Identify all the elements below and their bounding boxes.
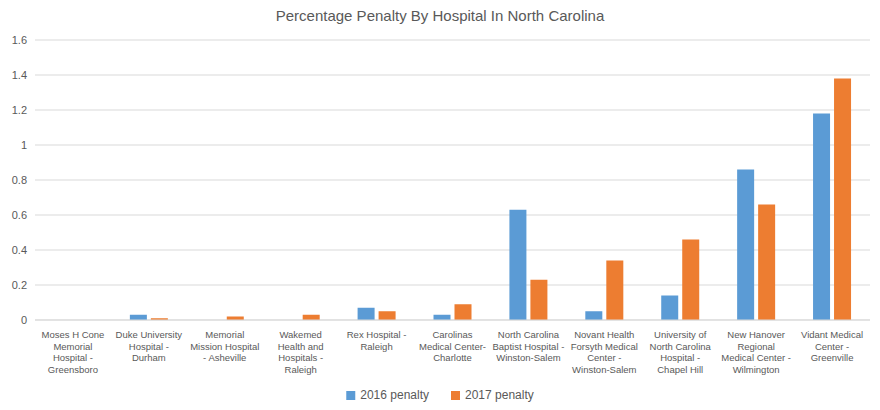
tick-label: 0 — [21, 314, 27, 326]
tick-label: 1.6 — [12, 34, 27, 46]
bar — [758, 205, 775, 321]
tick-label: 0.2 — [12, 279, 27, 291]
bar — [661, 296, 678, 321]
bar — [434, 315, 451, 320]
legend-label: 2017 penalty — [465, 388, 534, 402]
bar — [585, 311, 602, 320]
category-label: Novant HealthForsyth MedicalCenter -Wins… — [571, 329, 638, 375]
bar — [509, 210, 526, 320]
category-label: WakemedHealth andHospitals -Raleigh — [278, 329, 324, 375]
legend: 2016 penalty 2017 penalty — [346, 388, 533, 402]
bar — [737, 170, 754, 321]
legend-swatch — [346, 391, 355, 400]
tick-label: 0.4 — [12, 244, 27, 256]
legend-label: 2016 penalty — [360, 388, 429, 402]
category-label: University ofNorth CarolinaHospital -Cha… — [650, 329, 712, 375]
bar — [834, 79, 851, 321]
tick-label: 1 — [21, 139, 27, 151]
axis-line — [35, 320, 870, 321]
bar — [606, 261, 623, 321]
bar — [227, 317, 244, 321]
category-label: Rex Hospital -Raleigh — [347, 329, 407, 352]
grid-line — [35, 40, 870, 41]
bar — [813, 114, 830, 321]
chart: Percentage Penalty By Hospital In North … — [0, 0, 880, 410]
bar — [682, 240, 699, 321]
tick-label: 1.2 — [12, 104, 27, 116]
category-label: New HanoverRegionalMedical Center -Wilmi… — [721, 329, 791, 375]
title: Percentage Penalty By Hospital In North … — [276, 7, 605, 24]
bars — [130, 79, 851, 321]
tick-label: 0.8 — [12, 174, 27, 186]
category-label: MemorialMission Hospital- Asheville — [190, 329, 259, 363]
tick-label: 1.4 — [12, 69, 27, 81]
legend-swatch — [451, 391, 460, 400]
category-label: Moses H ConeMemorialHospital -Greensboro — [42, 329, 105, 375]
grid-line — [35, 75, 870, 76]
bar — [130, 315, 147, 320]
grid-line — [35, 145, 870, 146]
grid-line — [35, 110, 870, 111]
bar — [530, 280, 547, 320]
bar — [358, 308, 375, 320]
bar — [303, 315, 320, 320]
category-label: Duke UniversityHospital -Durham — [116, 329, 183, 363]
category-label: CarolinasMedical Center-Charlotte — [419, 329, 486, 363]
tick-label: 0.6 — [12, 209, 27, 221]
category-label: Vidant MedicalCenter -Greenville — [801, 329, 863, 363]
grid-line — [35, 320, 870, 321]
bar — [455, 304, 472, 320]
bar — [379, 311, 396, 320]
category-label: North CarolinaBaptist Hospital -Winston-… — [493, 329, 565, 363]
